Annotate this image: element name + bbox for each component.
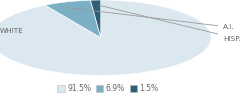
Wedge shape bbox=[90, 0, 101, 38]
Text: HISPANIC: HISPANIC bbox=[99, 5, 240, 42]
Text: A.I.: A.I. bbox=[66, 8, 235, 30]
Wedge shape bbox=[45, 0, 101, 38]
Wedge shape bbox=[0, 0, 211, 75]
Legend: 91.5%, 6.9%, 1.5%: 91.5%, 6.9%, 1.5% bbox=[54, 81, 162, 96]
Text: WHITE: WHITE bbox=[0, 28, 24, 34]
